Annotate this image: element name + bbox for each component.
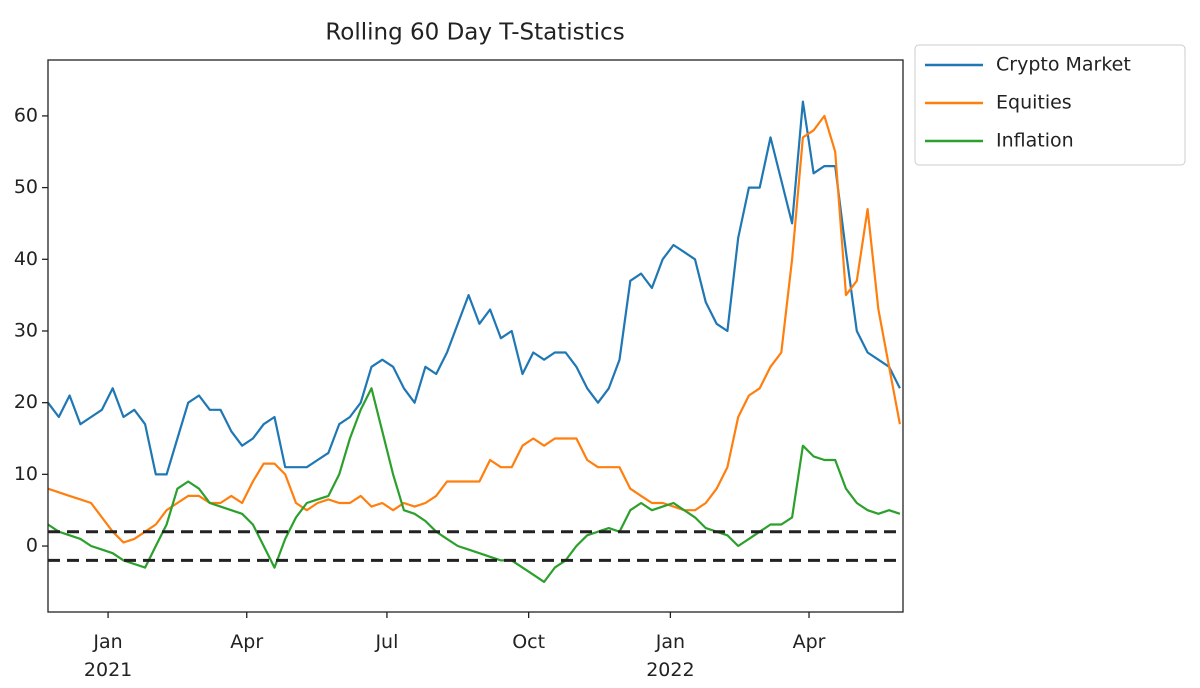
legend-label: Inflation: [996, 130, 1074, 152]
series-line: [47, 100, 901, 476]
legend-label: Equities: [996, 92, 1072, 114]
x-tick-label: Apr: [230, 631, 264, 653]
y-tick-label: 40: [14, 248, 38, 270]
legend-label: Crypto Market: [996, 54, 1131, 76]
y-tick-label: 30: [14, 319, 38, 341]
plot-frame: [47, 59, 904, 613]
y-tick-label: 20: [14, 391, 38, 413]
y-tick-label: 50: [14, 176, 38, 198]
x-tick-label: Apr: [792, 631, 826, 653]
x-tick-label: Jan 2022: [646, 631, 695, 681]
legend-box: [914, 44, 1186, 166]
x-tick-label: Jul: [375, 631, 399, 653]
y-tick-label: 10: [14, 463, 38, 485]
series-line: [47, 387, 901, 583]
x-tick-label: Oct: [512, 631, 546, 653]
y-tick-label: 0: [26, 535, 38, 557]
chart-title: Rolling 60 Day T-Statistics: [325, 20, 624, 46]
x-tick-label: Jan 2021: [83, 631, 133, 681]
series-line: [47, 114, 901, 544]
y-tick-label: 60: [14, 104, 38, 126]
